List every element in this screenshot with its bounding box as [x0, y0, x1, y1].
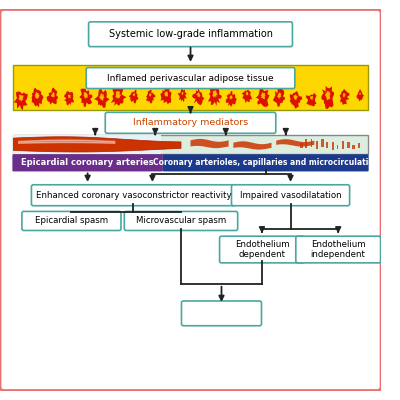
Polygon shape — [181, 92, 184, 95]
Polygon shape — [129, 90, 138, 104]
Text: Inflamed perivascular adipose tissue: Inflamed perivascular adipose tissue — [107, 74, 274, 82]
Polygon shape — [178, 88, 187, 102]
Polygon shape — [359, 92, 361, 95]
Polygon shape — [146, 90, 155, 104]
Text: Inflammatory mediators: Inflammatory mediators — [133, 118, 248, 127]
Bar — [321, 139, 324, 146]
Polygon shape — [256, 88, 270, 107]
Polygon shape — [306, 93, 316, 106]
Bar — [13, 135, 368, 154]
Text: Enhanced coronary vasoconstrictor reactivity: Enhanced coronary vasoconstrictor reacti… — [36, 191, 231, 200]
Polygon shape — [229, 95, 233, 100]
Polygon shape — [226, 91, 237, 107]
Bar — [347, 142, 350, 148]
FancyBboxPatch shape — [220, 236, 304, 263]
Text: Systemic low-grade inflammation: Systemic low-grade inflammation — [108, 29, 272, 39]
Text: Microvascular spasm: Microvascular spasm — [136, 216, 226, 226]
Text: Endothelium
dependent: Endothelium dependent — [235, 240, 289, 259]
Bar — [300, 143, 302, 148]
FancyBboxPatch shape — [182, 301, 262, 326]
Polygon shape — [246, 92, 248, 96]
Bar — [332, 142, 334, 150]
Polygon shape — [310, 96, 313, 100]
FancyBboxPatch shape — [22, 212, 121, 230]
Polygon shape — [196, 92, 200, 98]
FancyBboxPatch shape — [12, 154, 163, 172]
FancyBboxPatch shape — [88, 22, 292, 47]
Polygon shape — [149, 93, 152, 96]
Text: Epicardial coronary arteries: Epicardial coronary arteries — [21, 158, 154, 167]
Bar — [352, 145, 355, 149]
Text: Impaired vasodilatation: Impaired vasodilatation — [240, 191, 341, 200]
Bar — [342, 141, 344, 149]
Polygon shape — [32, 88, 44, 108]
FancyBboxPatch shape — [232, 185, 350, 206]
FancyBboxPatch shape — [32, 185, 235, 206]
Polygon shape — [64, 91, 74, 105]
Polygon shape — [294, 94, 298, 100]
Polygon shape — [277, 93, 281, 99]
Polygon shape — [190, 139, 229, 148]
Polygon shape — [192, 87, 204, 105]
Text: Epicardial spasm: Epicardial spasm — [35, 216, 108, 226]
Polygon shape — [115, 91, 121, 99]
Bar — [326, 142, 328, 148]
FancyBboxPatch shape — [296, 236, 380, 263]
Polygon shape — [321, 86, 334, 109]
Polygon shape — [79, 88, 92, 107]
FancyBboxPatch shape — [163, 154, 369, 172]
Polygon shape — [14, 92, 28, 110]
Text: Endothelium
independent: Endothelium independent — [311, 240, 366, 259]
Polygon shape — [325, 90, 330, 100]
Polygon shape — [160, 86, 172, 104]
Polygon shape — [94, 89, 110, 108]
Bar — [316, 141, 318, 149]
Polygon shape — [290, 91, 302, 109]
Polygon shape — [340, 89, 350, 105]
Text: Coronary arterioles, capillaries and microcirculation: Coronary arterioles, capillaries and mic… — [153, 158, 379, 167]
Bar — [337, 145, 338, 149]
Polygon shape — [276, 139, 314, 146]
Polygon shape — [273, 88, 285, 107]
Bar — [13, 135, 161, 154]
Polygon shape — [13, 137, 181, 152]
Polygon shape — [51, 92, 55, 98]
Polygon shape — [35, 92, 40, 99]
Polygon shape — [212, 90, 218, 98]
Polygon shape — [133, 93, 135, 96]
Polygon shape — [83, 92, 88, 99]
FancyBboxPatch shape — [86, 68, 295, 88]
Polygon shape — [68, 94, 71, 98]
FancyBboxPatch shape — [124, 212, 238, 230]
Polygon shape — [208, 86, 222, 106]
Polygon shape — [99, 93, 105, 100]
Bar — [13, 65, 368, 110]
Polygon shape — [47, 88, 58, 105]
Polygon shape — [18, 95, 24, 102]
Polygon shape — [242, 90, 252, 103]
Polygon shape — [233, 141, 272, 150]
FancyBboxPatch shape — [0, 10, 381, 390]
Polygon shape — [260, 92, 266, 99]
Polygon shape — [356, 89, 364, 101]
Polygon shape — [164, 91, 168, 97]
Bar — [305, 139, 307, 148]
Bar — [310, 139, 312, 148]
Bar — [358, 143, 360, 148]
Polygon shape — [111, 86, 126, 106]
Polygon shape — [343, 93, 346, 97]
FancyBboxPatch shape — [105, 112, 276, 133]
